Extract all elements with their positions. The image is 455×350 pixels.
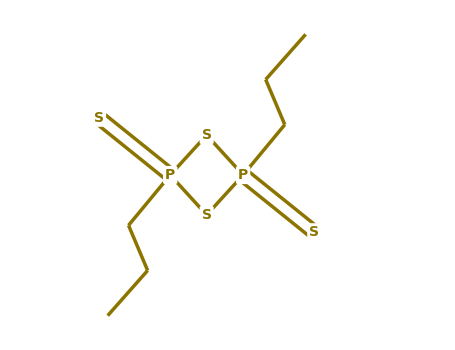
Text: S: S <box>309 225 319 239</box>
Text: S: S <box>94 111 104 125</box>
Text: S: S <box>202 128 212 142</box>
Text: P: P <box>238 168 248 182</box>
Text: P: P <box>165 168 175 182</box>
Text: S: S <box>202 208 212 222</box>
